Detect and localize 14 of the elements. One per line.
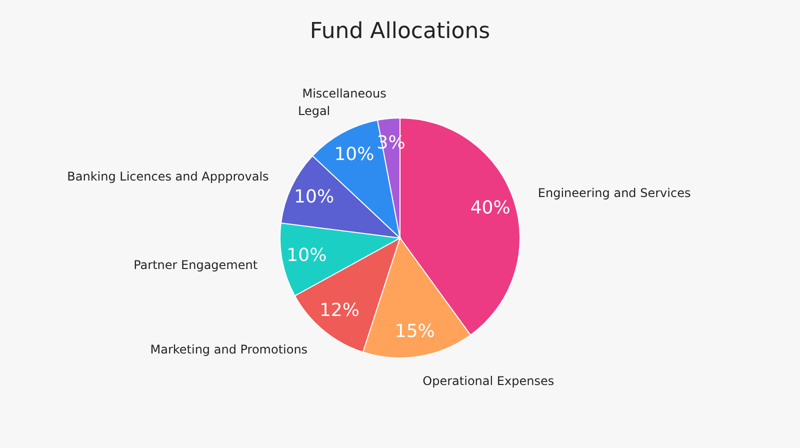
data-label: 40% xyxy=(470,198,510,219)
slice-label: Partner Engagement xyxy=(134,258,258,272)
slice-label: Marketing and Promotions xyxy=(150,342,308,357)
data-label: 10% xyxy=(294,186,334,208)
slice-label: Operational Expenses xyxy=(422,374,554,388)
data-label: 15% xyxy=(394,320,435,342)
slice-label: Miscellaneous xyxy=(302,86,386,101)
data-label: 12% xyxy=(319,300,360,322)
data-label: 10% xyxy=(334,144,374,165)
data-label: 10% xyxy=(286,244,327,266)
slice-label: Engineering and Services xyxy=(538,186,691,200)
slice-label: Legal xyxy=(298,104,330,118)
slice-label: Banking Licences and Appprovals xyxy=(67,169,269,184)
chart-title: Fund Allocations xyxy=(310,19,490,44)
